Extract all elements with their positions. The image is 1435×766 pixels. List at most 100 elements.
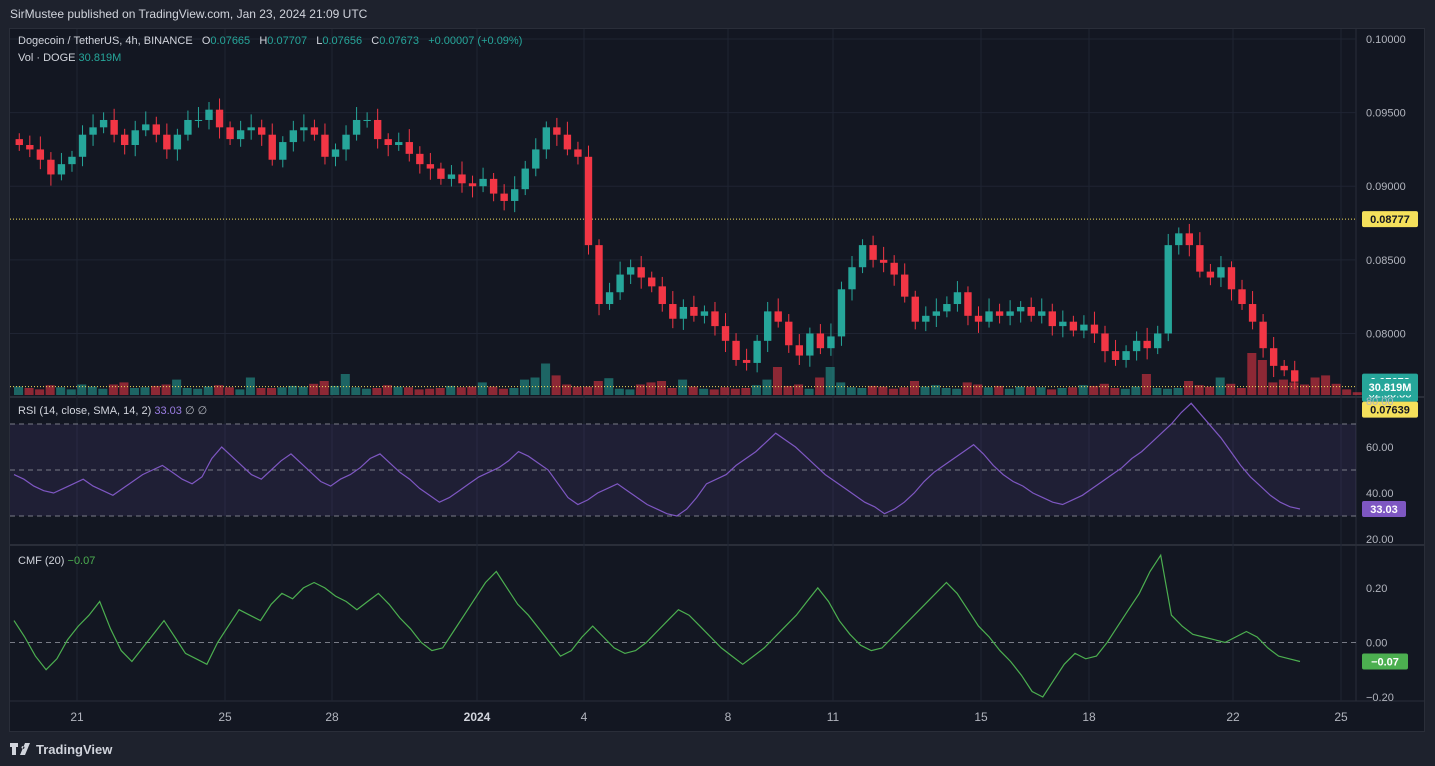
volume-bar — [214, 385, 224, 395]
brand-footer[interactable]: TradingView — [10, 740, 112, 758]
candle-body — [890, 262, 898, 275]
candle-body — [405, 142, 413, 154]
candle-body — [205, 109, 213, 120]
volume-bar — [14, 386, 24, 395]
volume-bar — [519, 379, 530, 395]
price-tick-label: 0.08000 — [1366, 328, 1406, 340]
symbol-title[interactable]: Dogecoin / TetherUS, 4h, BINANCE — [18, 35, 193, 47]
volume-legend[interactable]: Vol · DOGE 30.819M — [18, 52, 121, 64]
rsi-band — [10, 424, 1356, 516]
open-label: O — [201, 35, 211, 47]
candle-body — [1269, 348, 1278, 366]
x-tick-label: 28 — [325, 710, 339, 724]
candle-body — [363, 119, 371, 121]
volume-bar — [298, 386, 308, 395]
cmf-legend[interactable]: CMF (20) −0.07 — [18, 555, 95, 567]
low-label: L — [316, 35, 323, 47]
x-tick-label: 2024 — [464, 710, 491, 724]
candle-body — [342, 134, 350, 150]
x-tick-label: 25 — [1334, 710, 1348, 724]
volume-bar — [182, 388, 192, 395]
rsi-legend[interactable]: RSI (14, close, SMA, 14, 2) 33.03 ∅ ∅ — [18, 404, 207, 417]
candle-body — [858, 245, 867, 268]
cmf-line — [13, 553, 1301, 698]
price-legend[interactable]: Dogecoin / TetherUS, 4h, BINANCE O0.0766… — [18, 35, 522, 47]
volume-bar — [1047, 389, 1057, 395]
candle-body — [226, 127, 234, 140]
volume-bar — [1236, 388, 1246, 395]
volume-bar — [119, 382, 129, 395]
volume-bar — [1257, 360, 1267, 395]
volume-bar — [909, 381, 920, 395]
volume-bar — [319, 381, 329, 395]
candle-body — [184, 119, 192, 135]
volume-bar — [509, 388, 519, 395]
volume-bar — [1184, 381, 1194, 395]
candle-body — [637, 267, 645, 278]
candle-body — [563, 134, 572, 150]
candle-body — [68, 156, 76, 165]
volume-bar — [372, 388, 382, 395]
chart-frame[interactable]: 21 25 28 2024 4 8 11 15 18 22 25 0.10000 0.09500 0.09… — [9, 28, 1425, 732]
volume-bar — [361, 388, 371, 395]
volume-bar — [846, 387, 856, 395]
volume-bar — [794, 384, 804, 395]
volume-bar — [340, 374, 350, 395]
rsi-label: RSI (14, close, SMA, 14, 2) — [18, 405, 152, 417]
candle-body — [437, 168, 445, 179]
volume-bar — [815, 377, 825, 395]
cmf-tick-label: 0.20 — [1366, 583, 1387, 595]
support-price-label-bg — [1362, 401, 1418, 418]
volume-bar — [583, 386, 593, 395]
candle-body — [700, 311, 709, 316]
candle-body — [711, 311, 719, 327]
volume-bar — [593, 381, 603, 395]
rsi-tick-label: 60.00 — [1366, 442, 1394, 454]
volume-bar — [467, 386, 477, 395]
volume-bar — [867, 385, 877, 395]
rsi-value: 33.03 — [154, 405, 182, 417]
candle-body — [669, 304, 677, 319]
volume-bar — [1278, 379, 1288, 395]
candle-body — [1206, 271, 1215, 278]
volume-bar — [161, 384, 171, 395]
candle-body — [753, 340, 761, 363]
volume-bar — [1099, 383, 1109, 395]
volume-bar — [425, 388, 435, 395]
volume-bar — [720, 387, 730, 395]
chart-canvas[interactable]: 21 25 28 2024 4 8 11 15 18 22 25 0.10000 0.09500 0.09… — [10, 29, 1424, 731]
volume-bar — [604, 378, 614, 395]
candle-body — [1248, 304, 1257, 322]
price-tick-label: 0.09000 — [1366, 181, 1406, 193]
candle-body — [616, 274, 624, 293]
candle-body — [943, 304, 951, 312]
volume-bar — [193, 388, 203, 395]
volume-bar — [1173, 388, 1183, 395]
volume-bar — [1057, 388, 1067, 395]
volume-bar — [730, 388, 740, 395]
volume-bar — [1162, 388, 1173, 395]
candle-body — [1291, 370, 1299, 382]
candle-body — [1143, 340, 1151, 349]
candle-body — [1006, 311, 1014, 316]
volume-bar — [614, 388, 624, 395]
candle-body — [995, 311, 1004, 316]
volume-bar — [56, 387, 66, 395]
volume-bar — [1226, 383, 1236, 395]
volume-bar — [772, 367, 782, 395]
volume-bar — [1089, 385, 1099, 395]
candle-body — [120, 134, 129, 146]
volume-bar — [857, 388, 867, 395]
volume-label: Vol · DOGE — [18, 52, 76, 64]
volume-bar — [541, 363, 551, 395]
candle-body — [1280, 365, 1288, 371]
volume-bar — [983, 387, 993, 395]
candle-body — [953, 292, 962, 305]
volume-bar — [804, 388, 814, 395]
close-label: C — [371, 35, 380, 47]
change-value: +0.00007 (+0.09%) — [428, 35, 523, 47]
volume-bar — [973, 384, 983, 395]
candle-body — [300, 127, 308, 131]
candle-body — [1048, 311, 1056, 327]
candle-body — [511, 189, 519, 201]
